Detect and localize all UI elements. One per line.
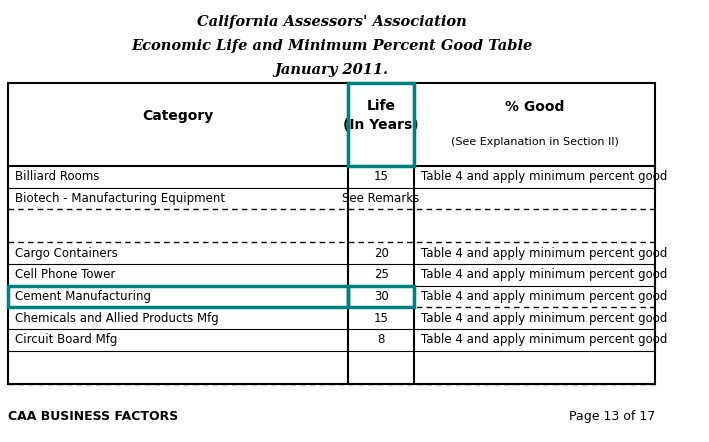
Text: Category: Category	[143, 109, 213, 122]
Text: Table 4 and apply minimum percent good: Table 4 and apply minimum percent good	[420, 312, 667, 324]
Text: Cargo Containers: Cargo Containers	[15, 247, 118, 259]
Text: Circuit Board Mfg: Circuit Board Mfg	[15, 333, 117, 346]
Text: Table 4 and apply minimum percent good: Table 4 and apply minimum percent good	[420, 247, 667, 259]
Text: (See Explanation in Section II): (See Explanation in Section II)	[451, 137, 619, 147]
Text: 8: 8	[377, 333, 385, 346]
Text: Table 4 and apply minimum percent good: Table 4 and apply minimum percent good	[420, 333, 667, 346]
Text: Billiard Rooms: Billiard Rooms	[15, 171, 99, 183]
Text: Table 4 and apply minimum percent good: Table 4 and apply minimum percent good	[420, 171, 667, 183]
Text: 20: 20	[374, 247, 389, 259]
Text: 15: 15	[374, 312, 389, 324]
Text: Cement Manufacturing: Cement Manufacturing	[15, 290, 150, 303]
Text: Biotech - Manufacturing Equipment: Biotech - Manufacturing Equipment	[15, 192, 225, 205]
Text: January 2011.: January 2011.	[274, 63, 389, 77]
Text: Economic Life and Minimum Percent Good Table: Economic Life and Minimum Percent Good T…	[131, 39, 532, 53]
Text: Chemicals and Allied Products Mfg: Chemicals and Allied Products Mfg	[15, 312, 218, 324]
Text: 25: 25	[374, 268, 389, 281]
Text: 30: 30	[374, 290, 389, 303]
Text: Life
(In Years): Life (In Years)	[343, 99, 419, 132]
Text: California Assessors' Association: California Assessors' Association	[196, 15, 467, 29]
Text: Table 4 and apply minimum percent good: Table 4 and apply minimum percent good	[420, 268, 667, 281]
Text: Cell Phone Tower: Cell Phone Tower	[15, 268, 115, 281]
Text: Page 13 of 17: Page 13 of 17	[569, 410, 655, 423]
Text: 15: 15	[374, 171, 389, 183]
Text: Table 4 and apply minimum percent good: Table 4 and apply minimum percent good	[420, 290, 667, 303]
Text: See Remarks: See Remarks	[342, 192, 420, 205]
Text: % Good: % Good	[505, 100, 564, 114]
Text: CAA BUSINESS FACTORS: CAA BUSINESS FACTORS	[8, 410, 178, 423]
